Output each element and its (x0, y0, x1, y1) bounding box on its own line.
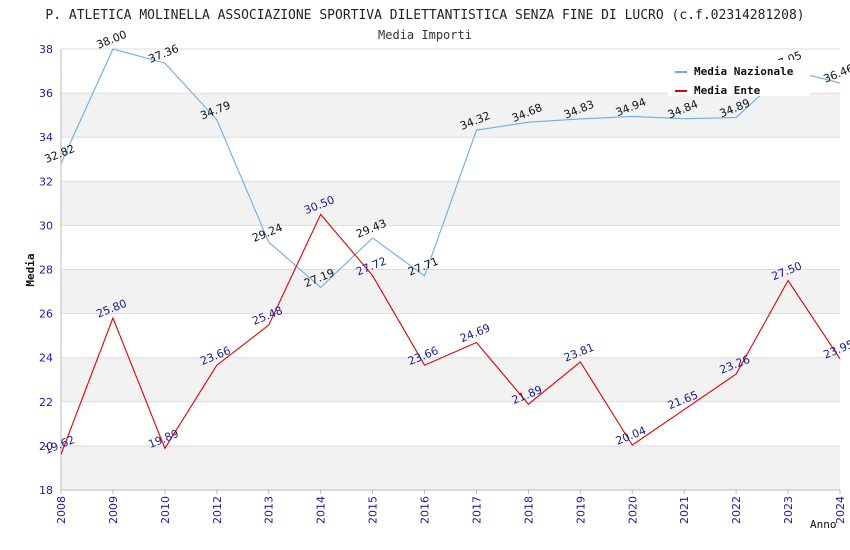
x-tick-label: 2014 (315, 496, 328, 524)
data-label: 32.82 (43, 142, 77, 166)
y-tick-label: 36 (39, 87, 53, 100)
band-26 (61, 269, 840, 314)
x-tick-labels: 2008 2009 2010 2012 2013 2014 2015 2016 2017 2018… (55, 490, 847, 524)
series-line-media-ente (60, 213, 841, 455)
x-tick-label: 2013 (263, 496, 276, 524)
x-tick-label: 2012 (211, 496, 224, 524)
band-18 (61, 445, 840, 490)
data-label: 24.69 (458, 321, 492, 345)
y-tick-label: 34 (39, 131, 53, 144)
y-tick-label: 22 (39, 396, 53, 409)
x-tick-label: 2018 (522, 496, 535, 524)
data-label: 20.04 (614, 424, 648, 448)
x-tick-label: 2022 (730, 496, 743, 524)
x-tick-label: 2023 (782, 496, 795, 524)
y-tick-label: 38 (39, 43, 53, 56)
x-tick-label: 2019 (574, 496, 587, 524)
y-tick-label: 18 (39, 484, 53, 497)
legend: Media Nazionale Media Ente (668, 60, 810, 97)
x-tick-label: 2024 (834, 496, 847, 524)
series-line-media-nazionale (60, 48, 841, 289)
chart-title: P. ATLETICA MOLINELLA ASSOCIAZIONE SPORT… (45, 8, 804, 23)
background-bands (61, 93, 840, 490)
x-tick-label: 2010 (159, 496, 172, 524)
band-34 (61, 93, 840, 138)
x-tick-label: 2021 (678, 496, 691, 524)
y-axis-label: Media (24, 253, 37, 286)
legend-box (668, 60, 810, 96)
legend-label-media-nazionale: Media Nazionale (694, 65, 794, 78)
x-tick-label: 2017 (470, 496, 483, 524)
x-tick-label: 2015 (367, 496, 380, 524)
x-tick-label: 2009 (107, 496, 120, 524)
y-tick-labels: 18 20 22 24 26 28 30 32 34 36 38 (39, 43, 53, 497)
y-tick-label: 26 (39, 308, 53, 321)
x-axis-label: Anno (810, 518, 837, 531)
y-tick-label: 20 (39, 440, 53, 453)
gridlines (61, 48, 840, 491)
x-tick-label: 2020 (626, 496, 639, 524)
data-label: 38.00 (95, 28, 129, 52)
x-tick-label: 2016 (419, 496, 432, 524)
legend-label-media-ente: Media Ente (694, 84, 761, 97)
x-tick-label: 2008 (55, 496, 68, 524)
y-tick-label: 28 (39, 264, 53, 277)
series-lines (60, 48, 841, 455)
chart-subtitle: Media Importi (378, 28, 472, 42)
y-tick-label: 32 (39, 175, 53, 188)
y-tick-label: 30 (39, 219, 53, 232)
band-22 (61, 357, 840, 402)
y-tick-label: 24 (39, 352, 53, 365)
